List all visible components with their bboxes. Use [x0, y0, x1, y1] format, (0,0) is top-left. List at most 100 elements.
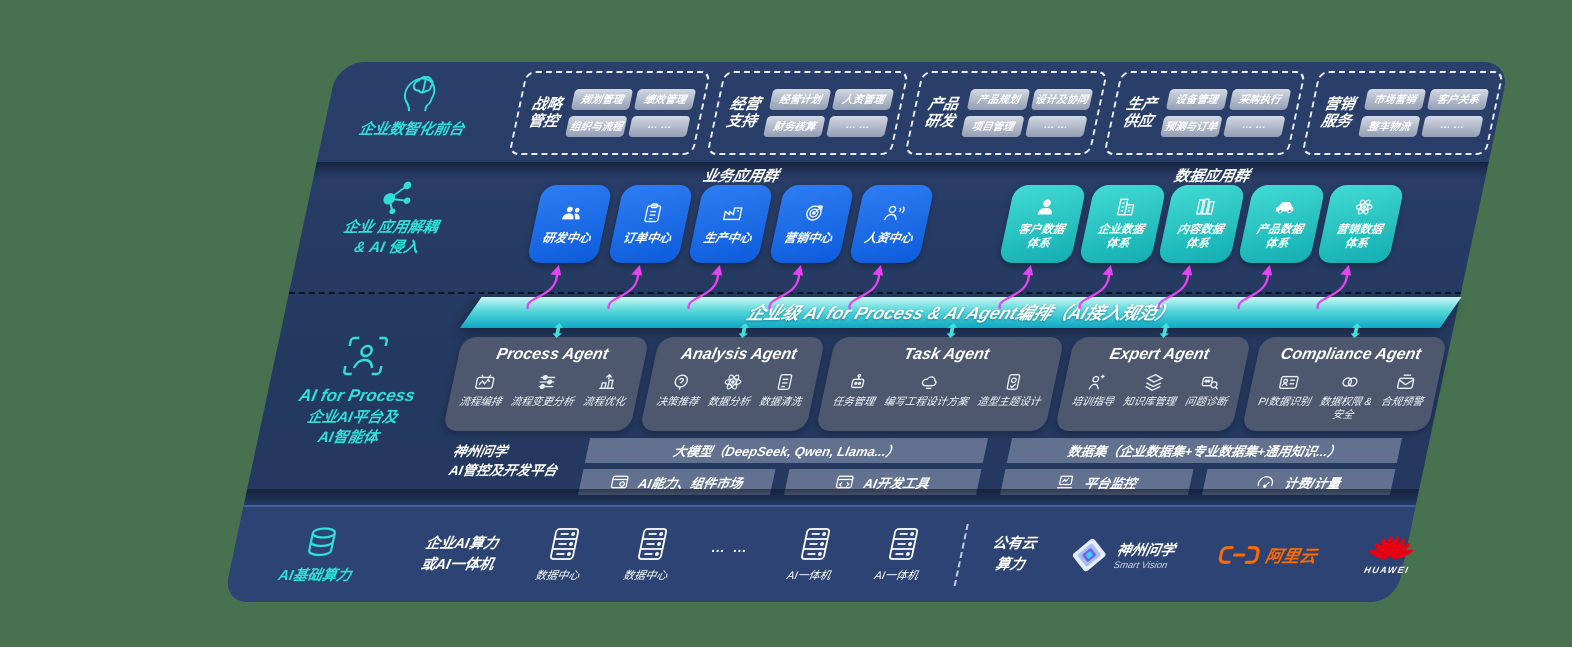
aliyun-bracket-icon — [1218, 545, 1260, 564]
server-label: AI一体机 — [785, 569, 832, 582]
public-cloud-label: 公有云 算力 — [991, 536, 1038, 573]
apps-label-block: 企业 应用解耦 & AI 侵入 — [303, 174, 485, 257]
person-scan-icon — [343, 336, 388, 376]
group-strategy: 战略 管控 规划管理 绩效管理 组织与流程 … … — [508, 71, 712, 155]
target-icon — [805, 204, 823, 221]
server-label: AI一体机 — [873, 569, 920, 582]
chip: 规划管理 — [570, 89, 634, 110]
agent-item: 数据清洗 — [758, 372, 808, 409]
architecture-panel: 企业数智化前台 战略 管控 规划管理 绩效管理 组织与流程 … … 经营 支持 … — [223, 62, 1510, 602]
data-box-marketing: 营销数据 体系 — [1316, 185, 1405, 310]
data-box-customer: 客户数据 体系 — [998, 185, 1087, 310]
monitor-icon — [1056, 475, 1074, 489]
platform-label: 神州问学 AI管控及开发平台 — [447, 444, 559, 478]
dataset-bar: 数据集（企业数据集+专业数据集+通用知识...） — [1006, 438, 1403, 463]
cell-metering: 计费/计量 — [1201, 469, 1396, 495]
business-box-rd: 研发中心 — [526, 185, 613, 310]
car-icon — [1275, 201, 1294, 213]
cloud-design-icon — [922, 376, 937, 390]
chip: … … — [1420, 116, 1484, 137]
box-label: 人资中心 — [863, 230, 915, 245]
agent-item: 任务管理 — [831, 372, 881, 409]
agent-name: Task Agent — [902, 346, 991, 363]
model-bar: 大模型（DeepSeek, Qwen, Llama...） — [584, 438, 989, 463]
agent-item: 合规预警 — [1377, 372, 1429, 421]
flow-arrow-icon — [998, 265, 1034, 310]
infra-band: AI基础算力 企业AI算力 或AI一体机 数据中心 — [223, 505, 1416, 602]
box-label: 客户数据 体系 — [1017, 223, 1066, 250]
box-label: 生产中心 — [702, 230, 754, 245]
chip: 采购执行 — [1228, 89, 1292, 110]
business-box-production: 生产中心 — [687, 185, 774, 310]
server-icon — [888, 527, 918, 560]
server-datacenter-2: 数据中心 — [622, 527, 678, 583]
molecule-icon — [383, 181, 412, 215]
hr-people-icon — [884, 205, 905, 220]
flow-arrow-icon — [767, 265, 803, 310]
chip: 项目管理 — [961, 116, 1025, 137]
sliders-icon — [538, 374, 555, 390]
chip: 预测与订单 — [1159, 116, 1223, 137]
agent-name: Compliance Agent — [1279, 346, 1423, 363]
agent-card-task: Task Agent 任务管理 编写工程设计方案 造型主题设计 — [815, 323, 1065, 432]
infra-label-block: AI基础算力 — [257, 525, 382, 585]
business-boxes: 研发中心 订单中心 — [526, 185, 935, 310]
agent-item: 数据分析 — [707, 372, 757, 409]
chip: 产品规划 — [967, 89, 1030, 110]
agent-name: Process Agent — [494, 346, 610, 363]
agent-name: Expert Agent — [1108, 346, 1211, 363]
agent-name: Analysis Agent — [679, 346, 799, 363]
flow-arrow-icon — [526, 265, 562, 310]
agent-card-analysis: Analysis Agent 决策推荐 数据分析 数据清洗 — [639, 323, 826, 432]
chip: 组织与流程 — [565, 116, 628, 137]
clipboard-icon — [643, 202, 661, 222]
smartvision-logo: 神州问学 Smart Vision — [1066, 536, 1178, 574]
cell-platform-monitor: 平台监控 — [999, 469, 1194, 495]
flow-arrow-icon — [1236, 265, 1272, 310]
production-icon — [723, 206, 743, 220]
agent-item: 培训指导 — [1070, 372, 1120, 409]
ellipsis-label: … … — [709, 538, 752, 555]
platform-models-block: 大模型（DeepSeek, Qwen, Llama...） AI能力、组件市场 … — [577, 438, 989, 495]
server-icon — [801, 527, 831, 560]
agent-card-compliance: Compliance Agent PI数据识别 数据权限 & 安全 合规预警 — [1241, 323, 1448, 432]
smartvision-diamond-icon — [1072, 538, 1106, 571]
agent-card-process: Process Agent 流程编排 流程变更分析 流程优化 — [442, 323, 650, 432]
frontdesk-groups: 战略 管控 规划管理 绩效管理 组织与流程 … … 经营 支持 经营计划 人资管… — [508, 71, 1505, 155]
box-label: 内容数据 体系 — [1176, 223, 1225, 250]
divider — [953, 523, 970, 586]
metering-icon — [1257, 476, 1274, 488]
flow-arrow-icon — [606, 265, 642, 310]
chip: … … — [628, 116, 691, 137]
box-label: 营销中心 — [782, 230, 834, 245]
chip: 设计及协同 — [1030, 89, 1093, 110]
server-icon — [549, 527, 579, 560]
agent-item: 流程编排 — [458, 372, 508, 409]
agent-item: 流程优化 — [582, 372, 632, 409]
group-title: 战略 管控 — [526, 95, 564, 130]
server-appliance-2: AI一体机 — [873, 527, 928, 583]
group-title: 生产 供应 — [1121, 95, 1159, 130]
team-icon — [562, 206, 580, 219]
infra-label: AI基础算力 — [276, 567, 353, 584]
data-box-enterprise: 企业数据 体系 — [1077, 185, 1167, 310]
box-label: 营销数据 体系 — [1335, 223, 1384, 250]
business-box-order: 订单中心 — [606, 185, 694, 310]
database-icon — [308, 526, 337, 556]
group-operation: 经营 支持 经营计划 人资管理 财务核算 … … — [706, 71, 910, 155]
flow-arrow-icon — [848, 265, 884, 310]
server-label: 数据中心 — [622, 569, 669, 582]
group-title: 营销 服务 — [1319, 95, 1357, 130]
data-box-content: 内容数据 体系 — [1157, 185, 1246, 310]
brain-head-icon — [404, 76, 436, 112]
double-arrow-icon — [1350, 323, 1362, 338]
aliyun-logo: 阿里云 — [1215, 542, 1319, 567]
agent-item: 造型主题设计 — [976, 372, 1047, 409]
box-label: 产品数据 体系 — [1255, 223, 1305, 250]
agent-item: 知识库管理 — [1122, 372, 1182, 409]
server-datacenter-1: 数据中心 — [534, 527, 590, 583]
agent-card-expert: Expert Agent 培训指导 知识库管理 问题诊断 — [1054, 323, 1252, 432]
business-header: 业务应用群 — [701, 168, 780, 185]
group-title: 经营 支持 — [724, 95, 763, 130]
flow-arrow-icon — [687, 265, 723, 310]
